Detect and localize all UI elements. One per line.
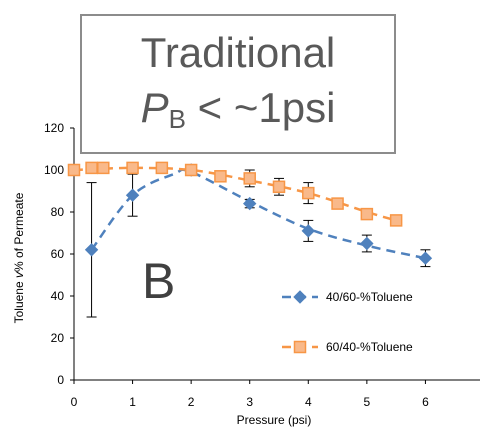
callout-box: Traditional PB < ~1psi (80, 14, 396, 154)
y-tick-label: 0 (57, 373, 64, 387)
y-tick-label: 120 (44, 121, 64, 135)
series-1-point (84, 243, 99, 257)
callout-title: Traditional (140, 29, 336, 76)
series-1-point (418, 251, 433, 265)
callout-subscript: B (168, 104, 186, 134)
series-1-trendline (90, 168, 426, 260)
series-2-point (272, 180, 286, 194)
legend-label: 40/60-%Toluene (326, 290, 413, 304)
series-2-point (360, 207, 374, 221)
callout-condition-text: < ~1psi (185, 84, 336, 131)
series-2-point (214, 170, 227, 183)
legend-label: 60/40-%Toluene (326, 340, 413, 354)
legend: 40/60-%Toluene 60/40-%Toluene (282, 290, 413, 354)
y-axis-title-part: v (12, 271, 26, 278)
y-tick-label: 20 (51, 331, 65, 345)
legend-marker (293, 340, 307, 354)
y-tick-label: 100 (44, 163, 64, 177)
axes-group: 02040608010012001234567 (44, 121, 480, 409)
series-2-point (331, 197, 344, 210)
series-1-point (301, 224, 315, 238)
y-tick-label: 80 (51, 205, 65, 219)
x-tick-label: 0 (71, 395, 78, 409)
series-2-point (85, 161, 98, 175)
y-axis-title-part: Toluene (12, 278, 26, 323)
series-2-point (184, 163, 198, 177)
x-tick-label: 3 (246, 395, 253, 409)
series-2-point (67, 163, 81, 177)
y-tick-label: 40 (51, 289, 65, 303)
series-1-point (243, 196, 257, 211)
series-1-point (360, 236, 374, 251)
x-tick-label: 4 (305, 395, 312, 409)
series-2-point (126, 161, 139, 175)
callout-symbol: P (140, 84, 169, 131)
x-tick-label: 1 (129, 395, 136, 409)
series-1-point (125, 188, 140, 202)
series-2 (67, 161, 403, 227)
series-1 (84, 163, 433, 318)
y-axis-title: Toluene v% of Permeate (12, 192, 26, 323)
legend-marker (293, 290, 307, 304)
series-2-point (302, 186, 315, 200)
x-tick-label: 2 (188, 395, 195, 409)
callout-condition: PB < ~1psi (82, 84, 394, 143)
x-tick-label: 5 (364, 395, 371, 409)
y-axis-title-part: % of Permeate (12, 192, 26, 272)
series-2-point (243, 172, 256, 185)
series-2-point (389, 214, 403, 227)
x-tick-label: 6 (422, 395, 429, 409)
panel-letter: B (142, 253, 175, 309)
series-2-point (155, 161, 169, 175)
x-axis-title: Pressure (psi) (237, 413, 312, 427)
series-group (67, 161, 433, 318)
series-2-point (97, 161, 110, 175)
y-tick-label: 60 (51, 247, 65, 261)
